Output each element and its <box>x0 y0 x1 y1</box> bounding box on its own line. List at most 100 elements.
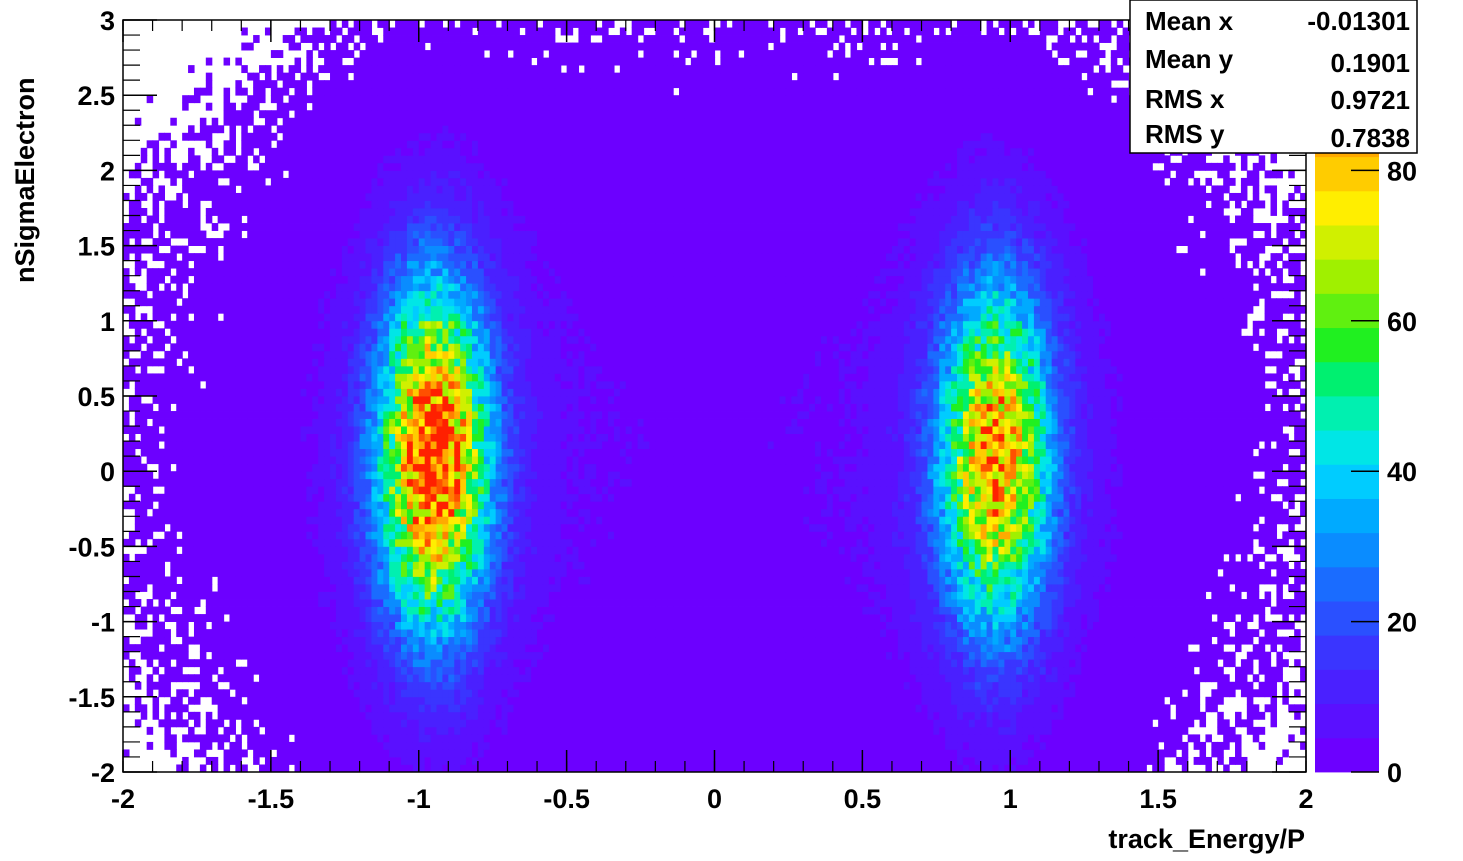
heatmap-cell <box>602 607 609 615</box>
heatmap-cell <box>1129 757 1136 765</box>
heatmap-cell <box>235 622 242 630</box>
heatmap-cell <box>762 576 769 584</box>
heatmap-cell <box>1217 667 1224 675</box>
heatmap-cell <box>762 622 769 630</box>
heatmap-cell <box>235 637 242 645</box>
heatmap-cell <box>537 592 544 600</box>
heatmap-cell <box>1241 569 1248 577</box>
heatmap-cell <box>543 622 550 630</box>
heatmap-cell <box>1152 734 1159 742</box>
heatmap-cell <box>1016 674 1023 682</box>
heatmap-cell <box>1146 659 1153 667</box>
heatmap-cell <box>744 607 751 615</box>
heatmap-cell <box>448 576 455 584</box>
heatmap-cell <box>655 622 662 630</box>
heatmap-cell <box>590 599 597 607</box>
heatmap-cell <box>1111 734 1118 742</box>
heatmap-cell <box>697 757 704 765</box>
heatmap-cell <box>431 764 438 772</box>
heatmap-cell <box>584 757 591 765</box>
heatmap-cell <box>578 569 585 577</box>
heatmap-cell <box>271 727 278 735</box>
heatmap-cell <box>632 742 639 750</box>
heatmap-cell <box>791 704 798 712</box>
heatmap-cell <box>395 667 402 675</box>
heatmap-cell <box>1176 569 1183 577</box>
heatmap-cell <box>578 614 585 622</box>
heatmap-cell <box>525 719 532 727</box>
heatmap-cell <box>939 682 946 690</box>
heatmap-cell <box>957 704 964 712</box>
heatmap-cell <box>206 644 213 652</box>
heatmap-cell <box>1016 652 1023 660</box>
heatmap-cell <box>1052 697 1059 705</box>
heatmap-cell <box>401 576 408 584</box>
heatmap-cell <box>851 629 858 637</box>
heatmap-cell <box>1069 622 1076 630</box>
heatmap-cell <box>762 637 769 645</box>
heatmap-cell <box>620 599 627 607</box>
heatmap-cell <box>993 764 1000 772</box>
heatmap-cell <box>354 561 361 569</box>
heatmap-cell <box>744 592 751 600</box>
heatmap-cell <box>513 757 520 765</box>
heatmap-cell <box>1129 584 1136 592</box>
heatmap-cell <box>336 592 343 600</box>
heatmap-cell <box>300 622 307 630</box>
heatmap-cell <box>342 652 349 660</box>
heatmap-cell <box>916 607 923 615</box>
heatmap-cell <box>259 629 266 637</box>
heatmap-cell <box>744 629 751 637</box>
heatmap-cell <box>939 614 946 622</box>
heatmap-cell <box>182 757 189 765</box>
heatmap-cell <box>703 622 710 630</box>
heatmap-cell <box>697 734 704 742</box>
heatmap-cell <box>354 697 361 705</box>
heatmap-cell <box>1294 592 1301 600</box>
heatmap-cell <box>1075 667 1082 675</box>
heatmap-cell <box>922 727 929 735</box>
heatmap-cell <box>401 614 408 622</box>
heatmap-cell <box>513 719 520 727</box>
heatmap-cell <box>1134 682 1141 690</box>
heatmap-cell <box>324 697 331 705</box>
heatmap-cell <box>655 599 662 607</box>
heatmap-cell <box>703 652 710 660</box>
heatmap-cell <box>241 614 248 622</box>
heatmap-cell <box>590 667 597 675</box>
heatmap-cell <box>1052 689 1059 697</box>
heatmap-cell <box>496 644 503 652</box>
heatmap-cell <box>218 719 225 727</box>
heatmap-cell <box>425 674 432 682</box>
heatmap-cell <box>277 697 284 705</box>
heatmap-cell <box>602 659 609 667</box>
heatmap-cell <box>1004 599 1011 607</box>
heatmap-cell <box>1046 622 1053 630</box>
heatmap-cell <box>1164 614 1171 622</box>
heatmap-cell <box>1253 607 1260 615</box>
heatmap-cell <box>981 569 988 577</box>
heatmap-cell <box>756 592 763 600</box>
heatmap-cell <box>715 697 722 705</box>
heatmap-cell <box>880 592 887 600</box>
heatmap-cell <box>366 622 373 630</box>
heatmap-cell <box>868 607 875 615</box>
heatmap-cell <box>904 682 911 690</box>
heatmap-cell <box>1217 622 1224 630</box>
heatmap-cell <box>963 749 970 757</box>
heatmap-cell <box>744 644 751 652</box>
heatmap-cell <box>1087 734 1094 742</box>
heatmap-cell <box>478 734 485 742</box>
heatmap-cell <box>697 667 704 675</box>
heatmap-cell <box>537 689 544 697</box>
heatmap-cell <box>614 727 621 735</box>
heatmap-cell <box>1123 644 1130 652</box>
heatmap-cell <box>655 652 662 660</box>
heatmap-cell <box>874 727 881 735</box>
heatmap-cell <box>1111 644 1118 652</box>
heatmap-cell <box>484 734 491 742</box>
heatmap-cell <box>182 629 189 637</box>
heatmap-cell <box>596 569 603 577</box>
heatmap-cell <box>283 727 290 735</box>
heatmap-cell <box>147 644 154 652</box>
